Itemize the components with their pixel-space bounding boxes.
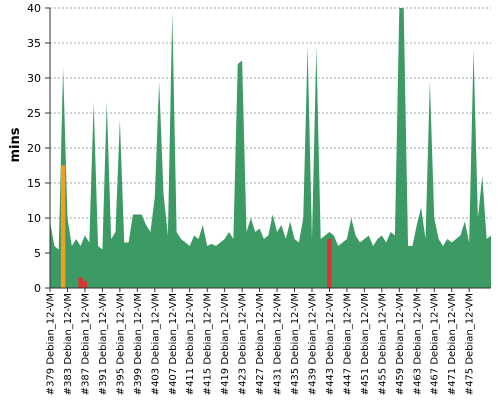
status-bar-failed	[327, 239, 332, 288]
x-tick-label: #423 Debian_12-VM	[238, 293, 249, 395]
x-tick-label: #411 Debian_12-VM	[185, 293, 196, 395]
x-tick-label: #383 Debian_12-VM	[63, 293, 74, 395]
x-tick-label: #471 Debian_12-VM	[447, 293, 458, 395]
axes	[45, 7, 491, 292]
y-tick-label: 30	[27, 72, 41, 85]
x-tick-label: #427 Debian_12-VM	[255, 293, 266, 395]
x-tick-label: #415 Debian_12-VM	[203, 293, 214, 395]
x-tick-label: #431 Debian_12-VM	[273, 293, 284, 395]
x-tick-label: #379 Debian_12-VM	[46, 293, 57, 395]
y-tick-label: 35	[27, 37, 41, 50]
x-tick-label: #443 Debian_12-VM	[325, 293, 336, 395]
area-series	[50, 8, 491, 288]
x-tick-label: #451 Debian_12-VM	[360, 293, 371, 395]
x-tick-label: #435 Debian_12-VM	[290, 293, 301, 395]
x-tick-label: #391 Debian_12-VM	[98, 293, 109, 395]
status-bar-unstable	[60, 165, 66, 288]
y-tick-label: 10	[27, 212, 41, 225]
x-tick-label: #395 Debian_12-VM	[115, 293, 126, 395]
x-tick-label: #439 Debian_12-VM	[307, 293, 318, 395]
x-tick-label: #407 Debian_12-VM	[168, 293, 179, 395]
y-axis-label: mins	[8, 127, 23, 162]
x-tick-label: #455 Debian_12-VM	[377, 293, 388, 395]
x-tick-label: #475 Debian_12-VM	[465, 293, 476, 395]
status-bar-failed	[82, 281, 88, 288]
x-tick-label: #459 Debian_12-VM	[395, 293, 406, 395]
build-duration-area	[50, 8, 491, 288]
x-tick-label: #403 Debian_12-VM	[150, 293, 161, 395]
x-tick-labels: #379 Debian_12-VM #383 Debian_12-VM #387 D…	[46, 293, 476, 395]
y-tick-label: 20	[27, 142, 41, 155]
x-tick-label: #387 Debian_12-VM	[80, 293, 91, 395]
x-tick-label: #399 Debian_12-VM	[133, 293, 144, 395]
x-tick-label: #419 Debian_12-VM	[220, 293, 231, 395]
y-tick-label: 40	[27, 2, 41, 15]
status-bars	[60, 165, 332, 288]
y-tick-label: 15	[27, 177, 41, 190]
grid-lines	[50, 7, 491, 254]
x-tick-label: #447 Debian_12-VM	[342, 293, 353, 395]
status-bar-failed	[78, 277, 83, 288]
x-tick-label: #463 Debian_12-VM	[412, 293, 423, 395]
y-tick-label: 0	[34, 282, 41, 295]
y-tick-label: 5	[34, 247, 41, 260]
x-tick-label: #467 Debian_12-VM	[430, 293, 441, 395]
y-tick-labels: 0 5 10 15 20 25 30 35 40	[27, 2, 41, 295]
y-tick-label: 25	[27, 107, 41, 120]
